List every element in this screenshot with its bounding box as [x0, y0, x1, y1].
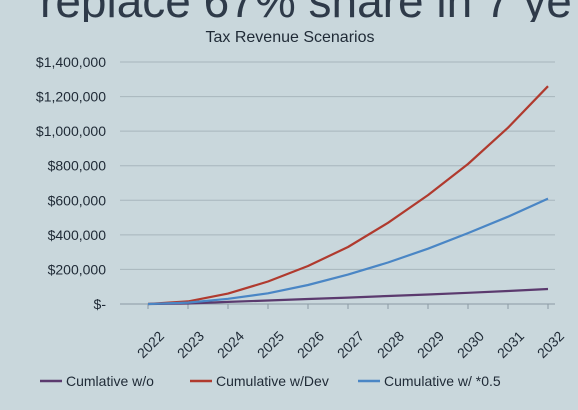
- y-axis-ticks: $- $200,000 $400,000 $600,000 $800,000 $1,000…: [36, 54, 106, 312]
- series-line-2: [147, 85, 549, 306]
- y-tick-label: $-: [94, 296, 107, 312]
- legend-label: Cumulative w/ *0.5: [384, 373, 501, 389]
- series-lines: [147, 85, 549, 306]
- chart-title: Tax Revenue Scenarios: [206, 29, 375, 46]
- legend-label: Cumlative w/o: [66, 373, 154, 389]
- series-line-3: [147, 197, 549, 306]
- series-line-1: [147, 287, 549, 306]
- y-tick-label: $1,000,000: [36, 123, 106, 139]
- legend: Cumlative w/o Cumulative w/Dev Cumulative …: [40, 373, 501, 389]
- y-tick-label: $600,000: [48, 192, 107, 208]
- y-tick-label: $1,400,000: [36, 54, 106, 70]
- y-tick-label: $800,000: [48, 158, 107, 174]
- y-tick-label: $1,200,000: [36, 89, 106, 105]
- y-tick-label: $200,000: [48, 261, 107, 277]
- legend-label: Cumulative w/Dev: [216, 373, 329, 389]
- chart-background: [0, 22, 578, 410]
- y-tick-label: $400,000: [48, 227, 107, 243]
